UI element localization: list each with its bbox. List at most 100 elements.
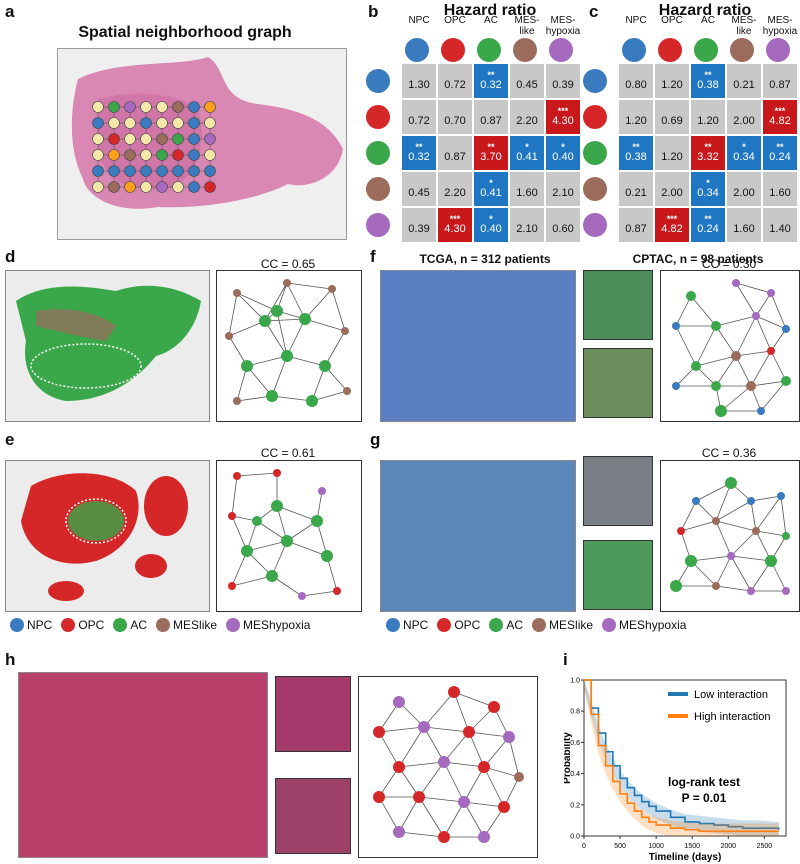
panel-g-graph-box	[660, 460, 800, 612]
graph-node	[273, 469, 281, 477]
hazard-value: 0.70	[444, 115, 466, 127]
significance-stars: **	[487, 70, 495, 80]
column-label: MES- like	[514, 15, 540, 37]
y-tick-label: 0.4	[570, 771, 580, 778]
legend-label: NPC	[403, 618, 429, 632]
panel-label-e: e	[5, 430, 15, 449]
hazard-value: 1.20	[625, 115, 647, 127]
graph-node	[685, 555, 697, 567]
graph-node	[204, 101, 216, 113]
column-type-marker	[513, 38, 537, 62]
heatmap-cell: * 0.34	[691, 172, 725, 206]
graph-node	[343, 387, 351, 395]
y-tick-label: 0.2	[570, 802, 580, 809]
graph-node	[281, 535, 293, 547]
panel-label-c: c	[589, 2, 599, 21]
graph-node	[711, 321, 721, 331]
graph-node	[124, 101, 136, 113]
legend-label: High interaction	[694, 711, 770, 723]
graph-node	[188, 149, 200, 161]
heatmap-cell: *** 4.30	[546, 100, 580, 134]
graph-node	[281, 350, 293, 362]
graph-node	[318, 487, 326, 495]
graph-node	[188, 165, 200, 177]
graph-node	[393, 761, 405, 773]
graph-edge	[264, 318, 306, 322]
hazard-value: 3.32	[697, 151, 719, 163]
graph-edge	[750, 380, 787, 387]
graph-node	[712, 582, 720, 590]
hazard-value: 0.87	[625, 223, 647, 235]
graph-edge	[246, 365, 273, 397]
graph-node	[747, 587, 755, 595]
graph-node	[156, 133, 168, 145]
graph-edge	[228, 320, 266, 337]
graph-node	[488, 701, 500, 713]
graph-node	[108, 117, 120, 129]
hazard-value: 1.30	[408, 79, 430, 91]
panel-g-cc: CC = 0.36	[701, 446, 757, 460]
graph-edge	[715, 315, 757, 327]
legend-label: OPC	[454, 618, 481, 632]
graph-node	[373, 726, 385, 738]
heatmap-cell: 2.00	[727, 172, 761, 206]
graph-edge	[715, 355, 737, 387]
graph-edge	[695, 325, 717, 367]
column-type-marker	[766, 38, 790, 62]
graph-edge	[755, 292, 772, 317]
graph-edge	[750, 500, 757, 532]
graph-edge	[398, 831, 445, 838]
row-type-marker	[366, 177, 390, 201]
x-tick-label: 1500	[684, 843, 700, 850]
legend-label: OPC	[78, 618, 105, 632]
graph-node	[252, 516, 262, 526]
graph-node	[259, 315, 271, 327]
graph-edge	[695, 355, 737, 367]
heatmap-cell: * 0.41	[474, 172, 508, 206]
y-axis-label: Probability	[564, 732, 573, 784]
panel-h-inset-bottom	[275, 778, 351, 854]
panel-h-tissue-image	[18, 672, 268, 858]
graph-edge	[453, 691, 495, 708]
graph-edge	[483, 766, 520, 778]
graph-node	[298, 592, 306, 600]
graph-node	[92, 149, 104, 161]
heatmap-cell: 2.20	[510, 100, 544, 134]
x-tick-label: 1000	[648, 843, 664, 850]
legend-dot	[156, 618, 171, 632]
panel-label-d: d	[5, 247, 16, 266]
graph-node	[140, 149, 152, 161]
column-type-marker	[477, 38, 501, 62]
significance-stars: **	[704, 214, 712, 224]
graph-edge	[730, 555, 772, 562]
column-label: MES- hypoxia	[762, 15, 798, 37]
graph-node	[781, 376, 791, 386]
panel-h-graph	[373, 686, 524, 843]
graph-edge	[735, 315, 757, 357]
graph-node	[172, 181, 184, 193]
panel-h-inset-top	[275, 676, 351, 752]
graph-node	[413, 791, 425, 803]
graph-node	[172, 117, 184, 129]
panel-f-tissue-image	[380, 270, 576, 422]
heatmap-cell: 0.87	[474, 100, 508, 134]
heatmap-cell: 1.20	[691, 100, 725, 134]
graph-edge	[443, 801, 465, 838]
graph-node	[124, 165, 136, 177]
graph-edge	[750, 560, 772, 592]
graph-node	[92, 165, 104, 177]
graph-node	[752, 312, 760, 320]
graph-node	[393, 696, 405, 708]
column-type-marker	[405, 38, 429, 62]
graph-edge	[271, 540, 288, 577]
graph-edge	[770, 292, 787, 330]
graph-node	[204, 149, 216, 161]
heatmap-cell: 1.60	[763, 172, 797, 206]
hazard-value: 0.34	[697, 187, 719, 199]
column-label: NPC	[625, 15, 647, 26]
graph-node	[782, 325, 790, 333]
graph-node	[188, 117, 200, 129]
hazard-value: 0.45	[408, 187, 430, 199]
graph-node	[672, 322, 680, 330]
graph-edge	[246, 355, 288, 367]
